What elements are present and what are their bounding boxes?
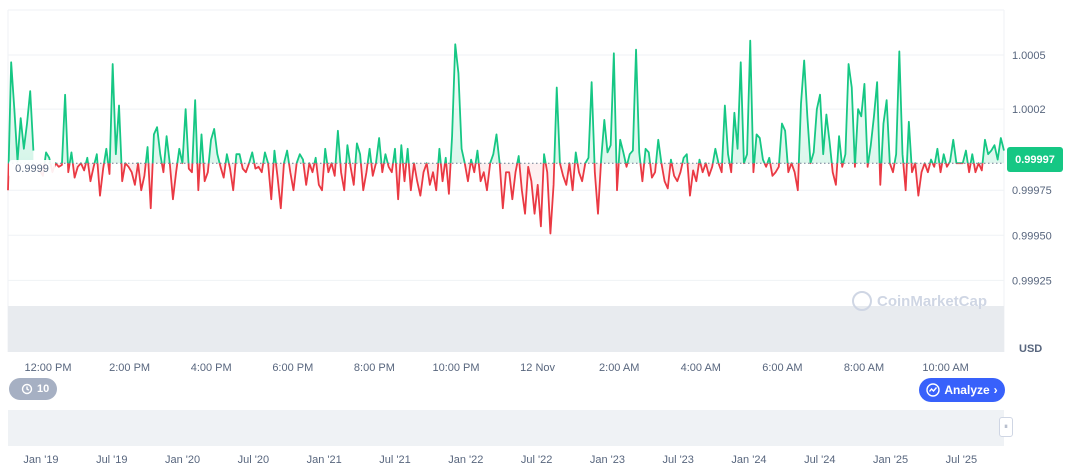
navigator-tick-label: Jul '21 (379, 454, 410, 466)
x-tick-label: 2:00 AM (599, 362, 639, 374)
chevron-right-icon: › (993, 383, 998, 397)
volume-area (8, 306, 1004, 352)
navigator-tick-label: Jan '22 (448, 454, 483, 466)
x-tick-label: 2:00 PM (109, 362, 150, 374)
series-line-down (38, 163, 984, 235)
history-count: 10 (37, 383, 50, 395)
x-tick-label: 8:00 PM (354, 362, 395, 374)
y-tick-label: 1.0005 (1012, 50, 1046, 62)
x-tick-label: 8:00 AM (844, 362, 884, 374)
history-button[interactable]: 10 (9, 378, 58, 400)
area-above-baseline (8, 62, 34, 164)
x-tick-label: 12 Nov (520, 362, 555, 374)
x-tick-label: 6:00 PM (272, 362, 313, 374)
navigator-tick-label: Jan '20 (165, 454, 200, 466)
navigator-tick-label: Jul '19 (96, 454, 127, 466)
navigator: Jan '19 Jul '19 Jan '20 Jul '20 Jan '21 Jul '… (8, 410, 1004, 466)
analyze-icon (926, 383, 941, 397)
navigator-tick-label: Jul '23 (662, 454, 693, 466)
analyze-label: Analyze (944, 383, 990, 397)
analyze-button[interactable]: Analyze › (919, 378, 1005, 402)
navigator-handle[interactable]: ⏸ (999, 417, 1013, 437)
x-tick-label: 4:00 AM (681, 362, 721, 374)
x-tick-label: 10:00 PM (432, 362, 479, 374)
navigator-tick-label: Jan '24 (731, 454, 766, 466)
volume-bars (8, 306, 1004, 352)
y-tick-label: 0.99950 (1012, 230, 1052, 242)
drag-handle-icon: ⏸ (1004, 422, 1008, 431)
current-price-tag: 0.99997 (1007, 147, 1063, 172)
navigator-tick-label: Jul '22 (521, 454, 552, 466)
watermark-text: CoinMarketCap (877, 292, 988, 310)
navigator-tick-label: Jan '25 (873, 454, 908, 466)
baseline-label: 0.9999 (9, 160, 55, 178)
navigator-tick-label: Jul '25 (946, 454, 977, 466)
coinmarketcap-watermark: CoinMarketCap (852, 291, 987, 311)
x-tick-label: 4:00 PM (191, 362, 232, 374)
series-line-up (7, 61, 35, 164)
x-axis: 12:00 PM 2:00 PM 4:00 PM 6:00 PM 8:00 PM 10:0… (24, 362, 968, 374)
series-line-up (43, 39, 1005, 164)
navigator-tick-label: Jan '21 (307, 454, 342, 466)
y-tick-label: 1.0002 (1012, 104, 1046, 116)
x-tick-label: 6:00 AM (762, 362, 802, 374)
navigator-track[interactable] (8, 410, 1004, 446)
x-tick-label: 12:00 PM (24, 362, 71, 374)
y-axis: 1.0005 1.0002 0.99975 0.99950 0.99925 (1012, 50, 1052, 287)
navigator-tick-label: Jan '23 (590, 454, 625, 466)
navigator-tick-label: Jul '24 (804, 454, 835, 466)
navigator-tick-label: Jul '20 (238, 454, 269, 466)
price-line (7, 39, 1005, 235)
y-tick-label: 0.99975 (1012, 185, 1052, 197)
currency-label: USD (1019, 343, 1042, 355)
coinmarketcap-logo-icon (852, 291, 872, 311)
history-icon (21, 383, 33, 395)
x-tick-label: 10:00 AM (922, 362, 968, 374)
area-below-baseline (39, 163, 1004, 234)
y-tick-label: 0.99925 (1012, 275, 1052, 287)
navigator-tick-label: Jan '19 (23, 454, 58, 466)
